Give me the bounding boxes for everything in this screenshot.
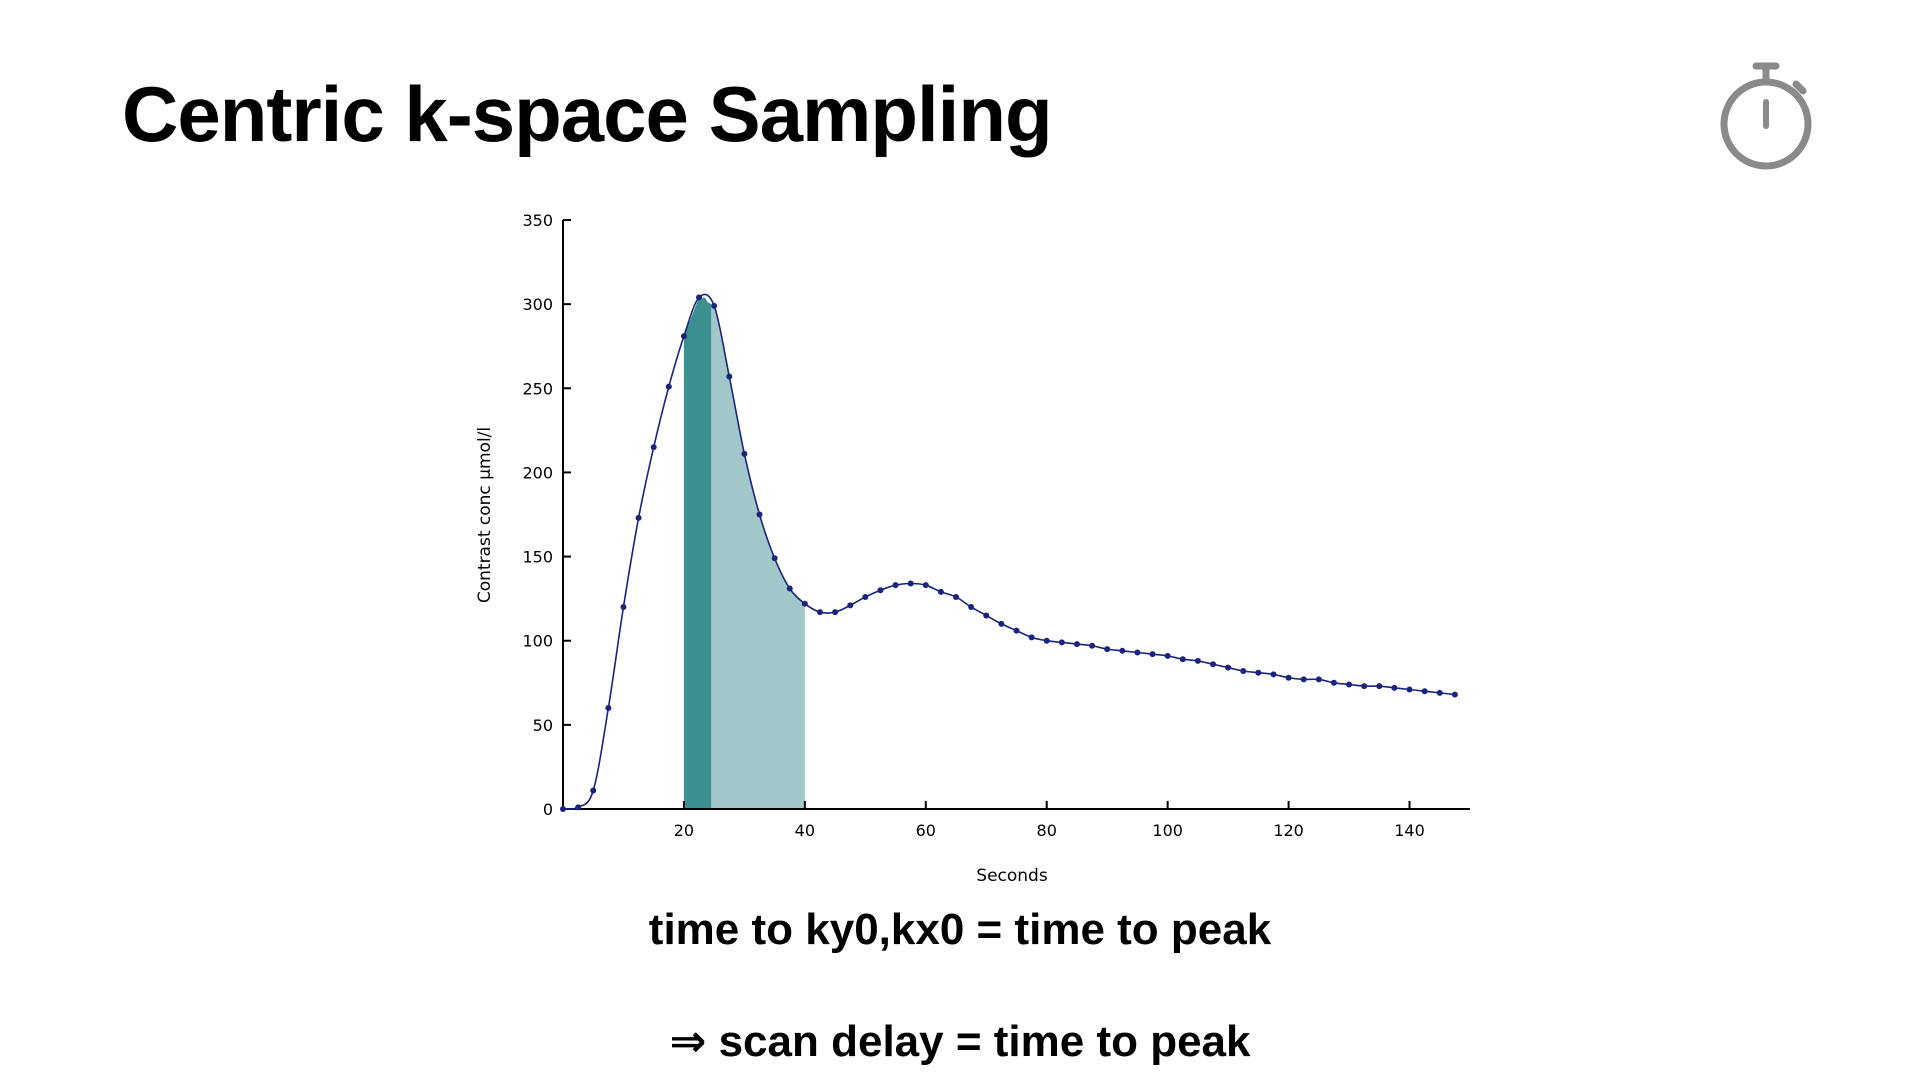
- caption-scan-delay: ⇒ scan delay = time to peak: [669, 1017, 1251, 1066]
- data-point: [1346, 681, 1353, 688]
- data-point: [741, 450, 748, 457]
- data-point: [1376, 683, 1383, 690]
- data-point: [1421, 688, 1428, 695]
- x-axis-label: Seconds: [976, 866, 1048, 886]
- chart-ticks: 0 50 100 150 200 250 300 350 20 40 60 80 100 120 140: [522, 211, 1424, 840]
- data-point: [1270, 671, 1277, 678]
- data-point: [937, 588, 944, 595]
- shaded-band-dark: [683, 297, 712, 809]
- data-point: [1043, 637, 1050, 644]
- data-point: [953, 593, 960, 600]
- x-tick-label: 40: [795, 821, 815, 840]
- shaded-band-light: [683, 297, 805, 809]
- y-tick-label: 250: [522, 379, 553, 398]
- data-point: [756, 511, 763, 518]
- x-tick-label: 140: [1394, 821, 1425, 840]
- data-point: [1240, 668, 1247, 675]
- shaded-bands: [683, 297, 805, 809]
- slide-title: Centric k-space Sampling: [122, 70, 1053, 158]
- data-point: [1330, 679, 1337, 686]
- data-point: [983, 612, 990, 619]
- data-point: [1119, 647, 1126, 654]
- data-point: [590, 787, 597, 794]
- stopwatch-icon: [1720, 62, 1812, 170]
- data-point: [1315, 676, 1322, 683]
- data-point: [635, 514, 642, 521]
- data-point: [1361, 683, 1368, 690]
- y-tick-label: 0: [543, 800, 553, 819]
- data-point: [560, 806, 566, 812]
- data-point: [907, 580, 914, 587]
- data-point: [1134, 649, 1141, 656]
- y-tick-label: 150: [522, 548, 553, 567]
- data-point: [1179, 656, 1186, 663]
- y-tick-label: 350: [522, 211, 553, 230]
- data-point: [1149, 651, 1156, 658]
- data-point: [832, 609, 839, 616]
- data-point: [877, 587, 884, 594]
- data-point: [1285, 674, 1292, 681]
- data-point: [620, 604, 627, 611]
- data-point: [922, 582, 929, 589]
- data-point: [847, 602, 854, 609]
- data-point: [1164, 652, 1171, 659]
- data-point: [575, 804, 582, 811]
- data-point: [711, 302, 718, 309]
- x-tick-label: 60: [916, 821, 936, 840]
- data-point: [1028, 634, 1035, 641]
- data-point: [1013, 627, 1020, 634]
- data-point: [1073, 641, 1080, 648]
- data-point: [998, 620, 1005, 627]
- data-point: [771, 555, 778, 562]
- data-point: [1451, 691, 1458, 698]
- data-point: [1300, 676, 1307, 683]
- data-point: [801, 600, 808, 607]
- data-point: [786, 585, 793, 592]
- x-tick-label: 120: [1273, 821, 1304, 840]
- data-point: [968, 604, 975, 611]
- data-point: [1058, 639, 1065, 646]
- data-point: [1089, 642, 1096, 649]
- y-axis-label: Contrast conc µmol/l: [475, 427, 495, 603]
- y-tick-label: 200: [522, 463, 553, 482]
- data-point: [650, 444, 657, 451]
- data-point: [1406, 686, 1413, 693]
- data-points: [560, 294, 1458, 812]
- x-tick-label: 20: [674, 821, 694, 840]
- chart-axes: [562, 220, 1470, 810]
- data-point: [1436, 689, 1443, 696]
- data-point: [665, 383, 672, 390]
- data-point: [1104, 646, 1111, 653]
- data-point: [1225, 664, 1232, 671]
- data-point: [726, 373, 733, 380]
- x-tick-label: 80: [1037, 821, 1057, 840]
- data-point: [1391, 684, 1398, 691]
- data-point: [696, 294, 703, 301]
- x-tick-label: 100: [1152, 821, 1183, 840]
- y-tick-label: 50: [533, 716, 553, 735]
- data-point: [680, 333, 687, 340]
- data-point: [1255, 669, 1262, 676]
- data-point: [605, 705, 612, 712]
- data-point: [1210, 661, 1217, 668]
- data-point: [892, 582, 899, 589]
- y-tick-label: 100: [522, 632, 553, 651]
- data-point: [1194, 657, 1201, 664]
- data-point: [862, 593, 869, 600]
- data-point: [816, 609, 823, 616]
- y-tick-label: 300: [522, 295, 553, 314]
- caption-time-to-peak: time to ky0,kx0 = time to peak: [648, 905, 1272, 954]
